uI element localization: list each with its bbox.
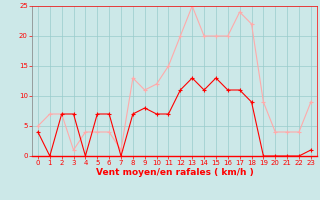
X-axis label: Vent moyen/en rafales ( km/h ): Vent moyen/en rafales ( km/h ) — [96, 168, 253, 177]
